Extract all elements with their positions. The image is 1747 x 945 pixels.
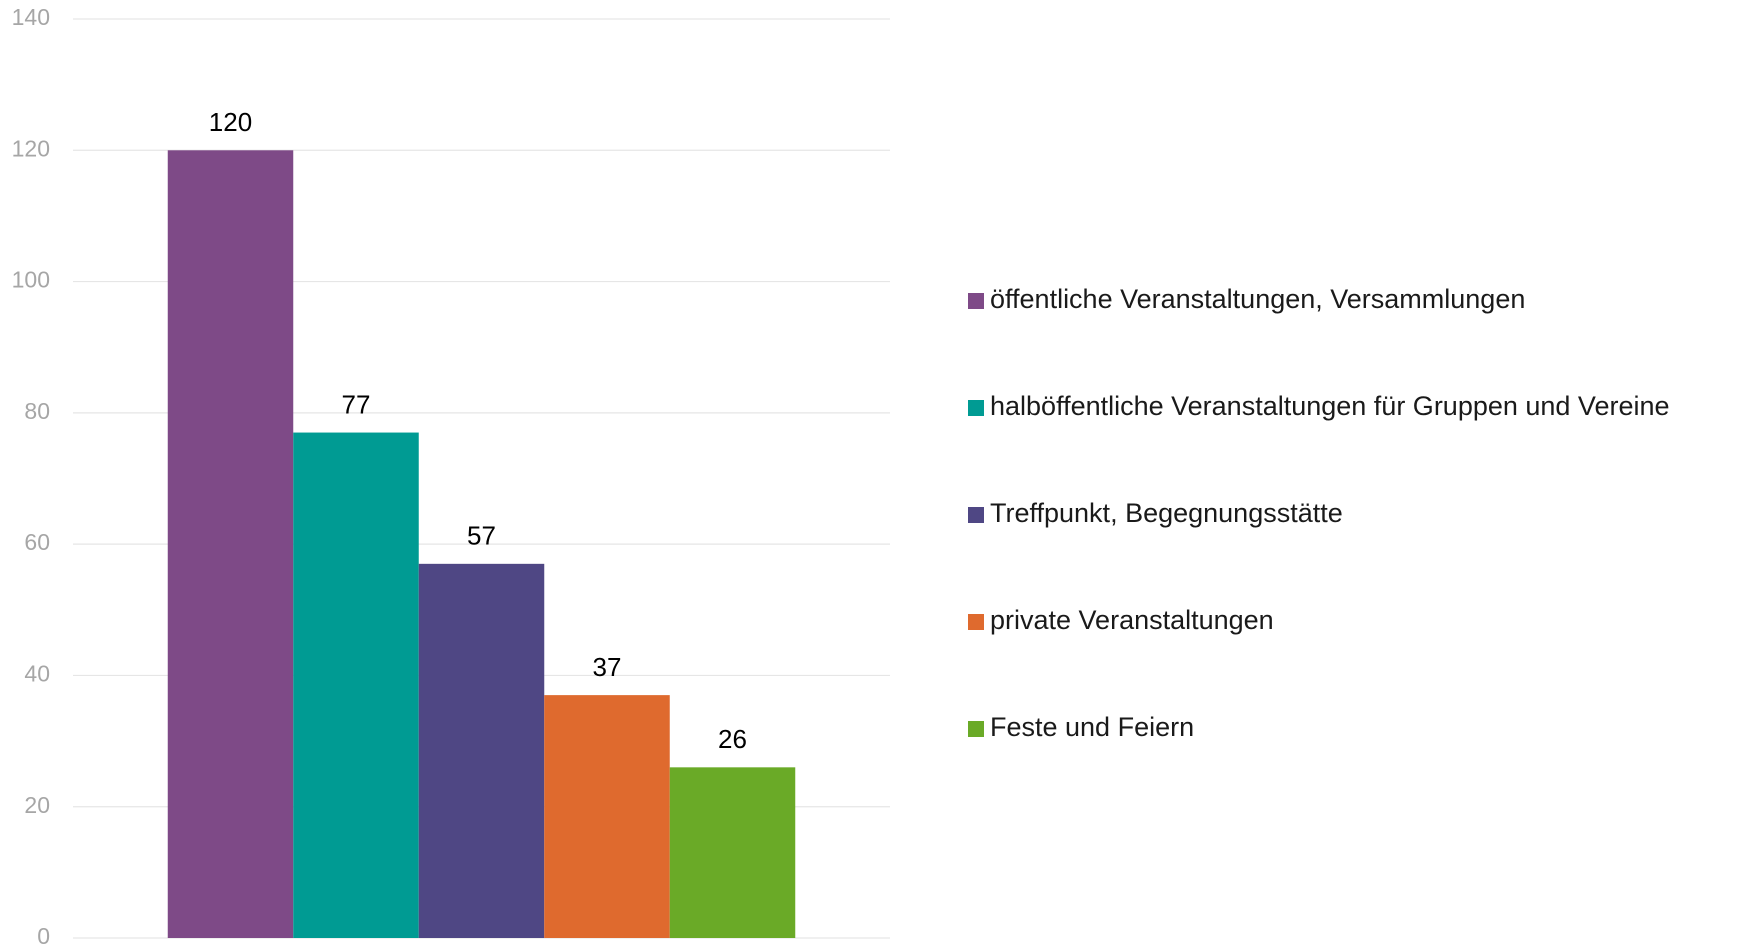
legend-label: Treffpunkt, Begegnungsstätte [990, 498, 1343, 528]
y-tick-label: 20 [24, 792, 50, 818]
legend-swatch [968, 400, 984, 416]
data-label: 26 [718, 724, 747, 754]
bar [544, 695, 670, 938]
legend-swatch [968, 507, 984, 523]
data-label: 37 [593, 652, 622, 682]
bar [669, 767, 796, 938]
legend-label: private Veranstaltungen [990, 605, 1274, 635]
bar [293, 432, 419, 938]
data-label: 77 [342, 389, 371, 419]
data-label: 120 [209, 107, 252, 137]
legend-label: öffentliche Veranstaltungen, Versammlung… [990, 284, 1525, 314]
legend-swatch [968, 721, 984, 737]
y-tick-label: 120 [12, 135, 50, 161]
y-tick-label: 60 [24, 529, 50, 555]
legend-label: halböffentliche Veranstaltungen für Grup… [990, 391, 1670, 421]
bar [418, 563, 545, 938]
legend-swatch [968, 614, 984, 630]
y-tick-label: 100 [12, 267, 50, 293]
y-tick-label: 40 [24, 661, 50, 687]
data-label: 57 [467, 521, 496, 551]
bar [167, 150, 294, 939]
legend-swatch [968, 293, 984, 309]
legend-label: Feste und Feiern [990, 712, 1194, 742]
y-tick-label: 0 [37, 923, 50, 945]
y-tick-label: 80 [24, 398, 50, 424]
y-tick-label: 140 [12, 4, 50, 30]
